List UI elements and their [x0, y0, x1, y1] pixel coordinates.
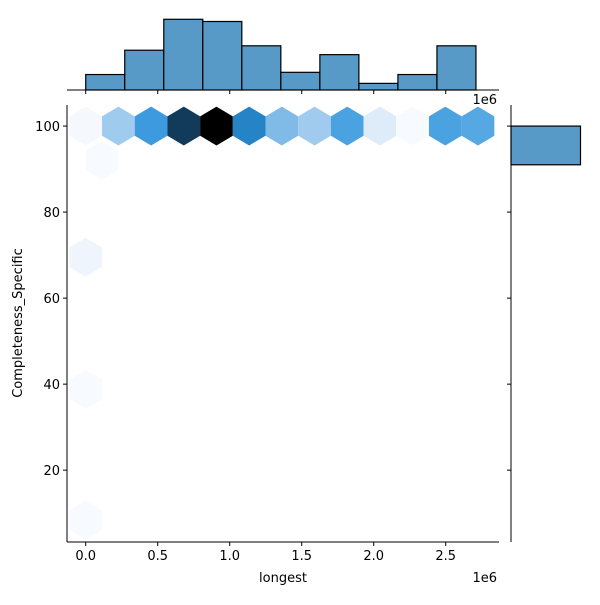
hexbin-cell: [363, 106, 397, 146]
y-tick-label: 100: [35, 120, 60, 135]
hexbin-cell: [330, 106, 364, 146]
histogram-bar: [510, 125, 582, 166]
x-tick-label: 0.5: [147, 549, 168, 564]
histogram-bar: [85, 73, 126, 91]
y-tick-label: 40: [43, 378, 60, 393]
histogram-bar: [241, 45, 282, 91]
y-tick-label: 20: [43, 464, 60, 479]
hexbin-cell: [298, 106, 331, 146]
y-tick-label: 60: [43, 292, 60, 307]
histogram-bar: [163, 18, 204, 91]
hexbin-cell: [265, 106, 299, 146]
histogram-bar: [397, 73, 438, 91]
x-tick-label: 1.0: [219, 549, 240, 564]
hexbin-cell: [85, 141, 119, 180]
hexbin-cell: [396, 106, 429, 146]
histogram-bar: [202, 20, 243, 91]
histogram-bar: [124, 49, 165, 91]
hexbin-cell: [69, 106, 103, 146]
hexbin-cell: [69, 500, 103, 540]
histogram-bar: [319, 54, 360, 91]
hexbin-cell: [69, 369, 103, 409]
hexbin-cell: [134, 106, 168, 146]
x-tick-label: 2.5: [435, 549, 456, 564]
y-axis-label: Completeness_Specific: [11, 248, 26, 398]
x-offset-label-top: 1e6: [472, 93, 497, 108]
hexbin-cell: [461, 106, 495, 146]
x-tick-label: 0.0: [75, 549, 96, 564]
x-tick-label: 2.0: [363, 549, 384, 564]
hexbin-cell: [200, 106, 233, 146]
hexbin-cell: [232, 106, 266, 146]
hexbin-cell: [102, 106, 135, 146]
main-hexbin-axes: 0.0 0.5 1.0 1.5 2.0 2.5 20 40 60 80 100: [35, 105, 499, 564]
x-axis-label: longest: [259, 571, 307, 586]
top-marginal-histogram: [67, 18, 499, 94]
hexbin-cell: [167, 106, 201, 146]
hexbin-cell: [428, 106, 462, 146]
hexbin-cell: [69, 237, 103, 277]
x-offset-label-bottom: 1e6: [472, 571, 497, 586]
x-tick-label: 1.5: [291, 549, 312, 564]
right-marginal-histogram: [507, 105, 582, 542]
hexbins: [69, 106, 495, 540]
histogram-bar: [280, 71, 321, 91]
histogram-bar: [358, 82, 399, 91]
y-tick-label: 80: [43, 206, 60, 221]
histogram-bar: [436, 45, 477, 91]
